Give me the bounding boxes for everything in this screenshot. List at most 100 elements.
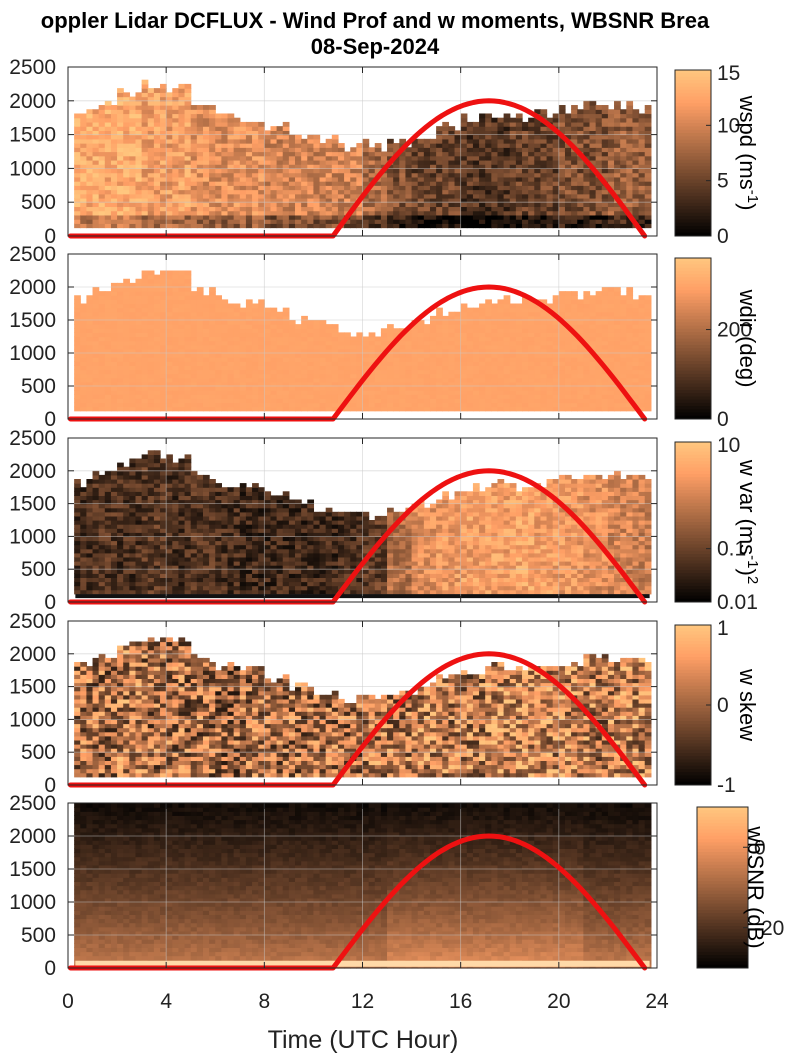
heatmap-cell: [178, 344, 186, 350]
heatmap-cell: [620, 381, 627, 387]
heatmap-cell: [577, 332, 584, 338]
heatmap-cell: [350, 394, 357, 399]
heatmap-cell: [80, 324, 88, 329]
heatmap-cell: [509, 159, 517, 165]
heatmap-cell: [74, 328, 81, 333]
heatmap-cell: [98, 295, 106, 300]
heatmap-cell: [614, 206, 621, 212]
heatmap-cell: [282, 155, 290, 161]
heatmap-cell: [117, 210, 124, 216]
heatmap-cell: [362, 138, 370, 144]
heatmap-cell: [632, 394, 640, 399]
heatmap-cell: [399, 223, 407, 229]
heatmap-cell: [153, 176, 161, 182]
heatmap-cell: [466, 172, 474, 178]
heatmap-cell: [626, 340, 634, 346]
heatmap-cell: [258, 197, 265, 203]
heatmap-cell: [258, 134, 265, 140]
heatmap-cell: [564, 223, 572, 229]
heatmap-cell: [264, 210, 272, 216]
heatmap-cell: [491, 202, 499, 208]
heatmap-cell: [74, 315, 81, 321]
heatmap-cell: [479, 121, 486, 127]
heatmap-cell: [614, 307, 621, 313]
heatmap-cell: [491, 381, 499, 387]
heatmap-cell: [135, 117, 143, 123]
heatmap-cell: [166, 181, 173, 186]
heatmap-cell: [595, 344, 603, 350]
heatmap-cell: [319, 357, 327, 362]
heatmap-cell: [110, 214, 118, 220]
heatmap-cell: [601, 155, 609, 161]
heatmap-cell: [184, 299, 192, 305]
heatmap-cell: [448, 315, 456, 321]
heatmap-cell: [429, 143, 437, 148]
heatmap-cell: [98, 406, 106, 412]
heatmap-cell: [215, 219, 222, 224]
heatmap-cell: [301, 168, 308, 174]
heatmap-cell: [239, 214, 247, 220]
heatmap-cell: [86, 328, 94, 333]
heatmap-cell: [245, 214, 253, 220]
heatmap-cell: [123, 155, 130, 161]
heatmap-cell: [448, 172, 456, 178]
heatmap-cell: [374, 151, 382, 157]
heatmap-cell: [534, 303, 542, 309]
heatmap-cell: [614, 348, 621, 354]
heatmap-cell: [374, 155, 382, 161]
heatmap-cell: [98, 214, 106, 220]
heatmap-cell: [172, 210, 180, 216]
heatmap-cell: [295, 369, 302, 375]
heatmap-cell: [141, 386, 149, 391]
heatmap-cell: [123, 406, 130, 412]
heatmap-cell: [258, 219, 265, 224]
heatmap-cell: [86, 121, 94, 127]
heatmap-cell: [393, 357, 400, 362]
heatmap-cell: [503, 202, 511, 208]
heatmap-cell: [589, 113, 597, 119]
heatmap-cell: [264, 336, 272, 342]
heatmap-cell: [411, 336, 419, 342]
heatmap-cell: [362, 214, 370, 220]
heatmap-cell: [589, 100, 597, 106]
heatmap-cell: [454, 394, 462, 399]
heatmap-cell: [258, 193, 265, 199]
colorbar-step: [675, 86, 711, 91]
heatmap-cell: [184, 390, 192, 395]
heatmap-cell: [632, 181, 640, 186]
heatmap-cell: [380, 373, 388, 379]
heatmap-cell: [522, 373, 529, 379]
heatmap-cell: [399, 398, 407, 404]
heatmap-cell: [485, 197, 492, 203]
heatmap-cell: [552, 164, 560, 170]
heatmap-cell: [239, 151, 247, 157]
heatmap-cell: [442, 353, 449, 358]
heatmap-cell: [387, 189, 394, 195]
heatmap-cell: [141, 202, 149, 208]
heatmap-cell: [141, 130, 149, 136]
heatmap-cell: [209, 381, 216, 387]
heatmap-cell: [380, 390, 388, 395]
heatmap-cell: [436, 219, 443, 224]
heatmap-cell: [356, 214, 364, 220]
heatmap-cell: [350, 340, 357, 346]
heatmap-cell: [190, 134, 198, 140]
heatmap-cell: [233, 147, 241, 153]
heatmap-cell: [448, 348, 456, 354]
heatmap-cell: [172, 299, 180, 305]
heatmap-cell: [460, 206, 468, 212]
heatmap-cell: [98, 340, 106, 346]
heatmap-cell: [589, 299, 597, 305]
heatmap-cell: [589, 332, 597, 338]
heatmap-cell: [436, 176, 443, 182]
heatmap-cell: [172, 159, 180, 165]
heatmap-cell: [448, 214, 456, 220]
heatmap-cell: [325, 210, 333, 216]
heatmap-cell: [288, 134, 296, 140]
heatmap-cell: [485, 151, 492, 157]
heatmap-cell: [135, 206, 143, 212]
heatmap-cell: [184, 117, 192, 123]
heatmap-cell: [337, 340, 345, 346]
heatmap-cell: [393, 219, 400, 224]
heatmap-cell: [540, 299, 548, 305]
